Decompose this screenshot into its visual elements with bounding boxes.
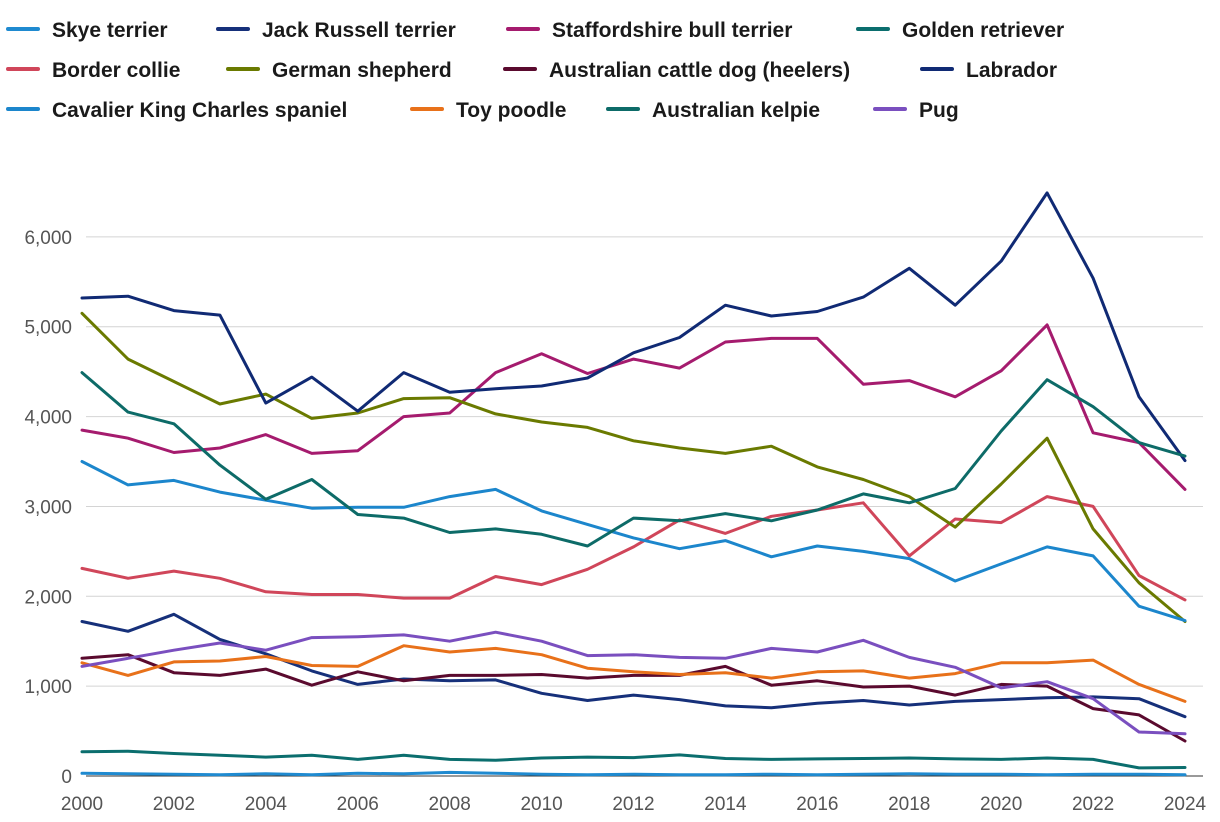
x-tick-label: 2020 xyxy=(980,794,1022,815)
legend-label: Cavalier King Charles spaniel xyxy=(52,99,347,122)
legend-label: Australian kelpie xyxy=(652,99,820,122)
gridlines xyxy=(86,236,1203,687)
series-line-australian-kelpie xyxy=(80,371,1187,548)
legend-item-australian-cattle-dog-heelers: Australian cattle dog (heelers) xyxy=(503,59,850,82)
y-tick-label: 1,000 xyxy=(24,677,72,698)
x-tick-label: 2010 xyxy=(520,794,562,815)
x-tick-label: 2000 xyxy=(61,794,103,815)
x-tick-label: 2016 xyxy=(796,794,838,815)
x-tick-label: 2018 xyxy=(888,794,930,815)
series-line-toy-poodle xyxy=(80,644,1187,703)
y-tick-label: 0 xyxy=(61,767,72,788)
legend-label: Australian cattle dog (heelers) xyxy=(549,59,850,82)
x-tick-label: 2022 xyxy=(1072,794,1114,815)
y-tick-label: 5,000 xyxy=(24,318,72,339)
series-line-labrador xyxy=(80,191,1187,463)
y-tick-label: 4,000 xyxy=(24,408,72,429)
legend-item-pug: Pug xyxy=(873,99,959,122)
x-tick-label: 2006 xyxy=(337,794,379,815)
series-line-jack-russell-terrier xyxy=(80,612,1187,719)
legend-label: Labrador xyxy=(966,59,1057,82)
legend-item-staffordshire-bull-terrier: Staffordshire bull terrier xyxy=(506,19,792,42)
y-tick-label: 6,000 xyxy=(24,228,72,249)
x-tick-label: 2024 xyxy=(1164,794,1207,815)
series-line-pug xyxy=(80,630,1187,736)
y-tick-label: 2,000 xyxy=(24,587,72,608)
legend-label: Skye terrier xyxy=(52,19,168,42)
legend-item-cavalier-king-charles-spaniel: Cavalier King Charles spaniel xyxy=(6,99,347,122)
series-lines xyxy=(80,191,1187,777)
series-line-skye-terrier xyxy=(80,770,1187,777)
x-tick-label: 2008 xyxy=(429,794,471,815)
legend-label: Border collie xyxy=(52,59,180,82)
legend-item-border-collie: Border collie xyxy=(6,59,180,82)
legend-label: Golden retriever xyxy=(902,19,1064,42)
legend-label: Staffordshire bull terrier xyxy=(552,19,792,42)
legend-item-skye-terrier: Skye terrier xyxy=(6,19,168,42)
x-tick-label: 2012 xyxy=(612,794,654,815)
legend-label: German shepherd xyxy=(272,59,452,82)
legend-item-golden-retriever: Golden retriever xyxy=(856,19,1064,42)
series-line-golden-retriever xyxy=(80,749,1187,770)
series-line-staffordshire-bull-terrier xyxy=(80,323,1187,491)
legend-item-labrador: Labrador xyxy=(920,59,1057,82)
legend-label: Pug xyxy=(919,99,959,122)
x-tick-label: 2002 xyxy=(153,794,195,815)
axes: 0 1,000 2,000 3,000 4,000 5,000 6,000 2000 2002 2… xyxy=(24,228,1206,815)
x-tick-label: 2004 xyxy=(245,794,288,815)
series-line-australian-cattle-dog-heelers xyxy=(80,653,1187,743)
series-line-border-collie xyxy=(80,495,1187,602)
legend-item-toy-poodle: Toy poodle xyxy=(410,99,566,122)
y-tick-label: 3,000 xyxy=(24,497,72,518)
legend-item-german-shepherd: German shepherd xyxy=(226,59,452,82)
legend: Skye terrier Jack Russell terrier Stafford… xyxy=(6,19,1064,122)
series-line-german-shepherd xyxy=(80,311,1187,623)
legend-item-australian-kelpie: Australian kelpie xyxy=(606,99,820,122)
legend-label: Jack Russell terrier xyxy=(262,19,456,42)
legend-label: Toy poodle xyxy=(456,99,566,122)
legend-item-jack-russell-terrier: Jack Russell terrier xyxy=(216,19,456,42)
x-tick-label: 2014 xyxy=(704,794,747,815)
